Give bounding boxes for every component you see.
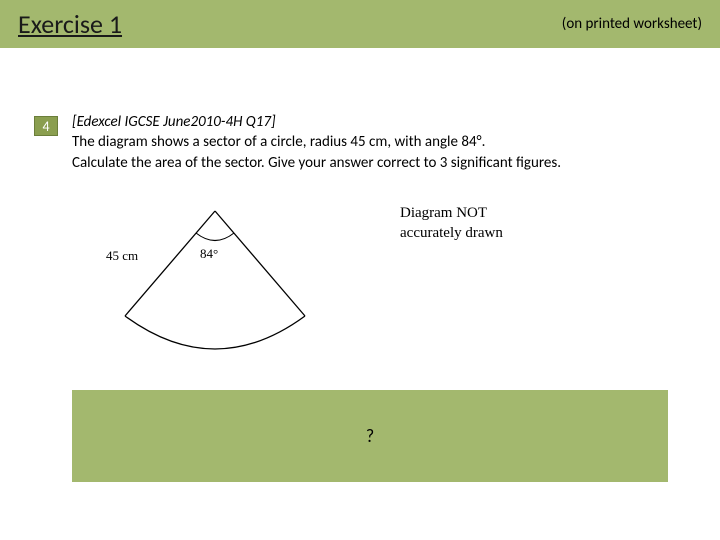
- diagram-note-1: Diagram NOT: [400, 205, 487, 221]
- answer-placeholder: ?: [366, 425, 374, 447]
- question-source: [Edexcel IGCSE June2010-4H Q17]: [72, 112, 682, 132]
- question-line-1: The diagram shows a sector of a circle, …: [72, 132, 682, 152]
- radius-left: [125, 211, 215, 316]
- answer-reveal-box[interactable]: ?: [72, 390, 668, 482]
- sector-arc: [125, 316, 305, 349]
- diagram-note: Diagram NOT accurately drawn: [400, 204, 503, 243]
- question-number-badge: 4: [34, 116, 58, 136]
- diagram-note-2: accurately drawn: [400, 225, 503, 241]
- radius-label: 45 cm: [106, 248, 138, 263]
- slide-title: Exercise 1: [18, 8, 122, 40]
- sector-svg: 45 cm 84°: [100, 186, 350, 361]
- angle-label: 84°: [200, 246, 218, 261]
- sector-diagram: 45 cm 84° Diagram NOT accurately drawn: [100, 186, 620, 376]
- question-body: [Edexcel IGCSE June2010-4H Q17] The diag…: [72, 112, 682, 173]
- slide-header: Exercise 1 (on printed worksheet): [0, 0, 720, 48]
- radius-right: [215, 211, 305, 316]
- slide-subtitle: (on printed worksheet): [562, 15, 702, 33]
- question-line-2: Calculate the area of the sector. Give y…: [72, 153, 682, 173]
- angle-arc-icon: [196, 233, 234, 241]
